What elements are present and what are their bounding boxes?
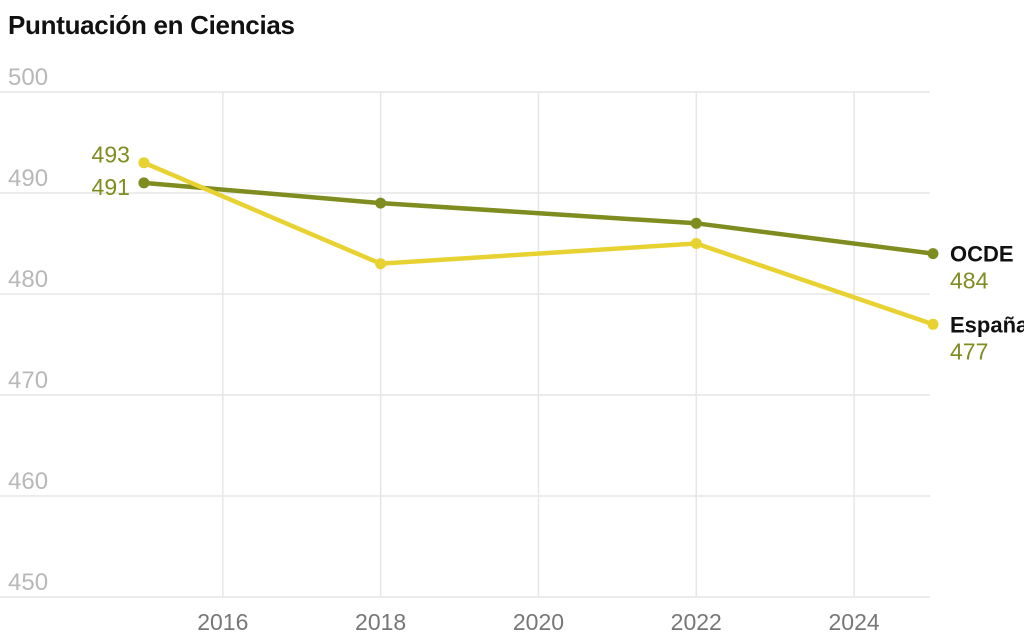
x-tick-label-2020: 2020 — [513, 609, 564, 635]
y-tick-label-450: 450 — [8, 569, 48, 596]
y-tick-label-500: 500 — [8, 64, 48, 91]
series-line-espana — [141, 160, 936, 327]
series-line-ocde — [141, 180, 936, 256]
data-point-espana-2015 — [138, 157, 150, 169]
y-tick-label-480: 480 — [8, 266, 48, 293]
data-point-ocde-2022 — [690, 217, 702, 229]
y-tick-label-490: 490 — [8, 165, 48, 192]
x-tick-label-2022: 2022 — [671, 609, 722, 635]
x-tick-label-2016: 2016 — [197, 609, 248, 635]
data-point-ocde-2025 — [927, 248, 939, 260]
data-point-espana-2018 — [375, 258, 387, 270]
data-point-espana-2025 — [927, 318, 939, 330]
data-point-espana-2022 — [690, 238, 702, 249]
y-tick-label-470: 470 — [8, 367, 48, 394]
end-series-name-espana: España — [950, 312, 1024, 337]
x-axis-ticks: 2016 2018 2020 2022 2024 — [197, 609, 880, 635]
start-value-label-ocde: 491 — [92, 174, 130, 200]
chart-title: Puntuación en Ciencias — [8, 10, 295, 40]
x-tick-label-2024: 2024 — [829, 609, 880, 635]
y-axis-ticks: 500 490 480 470 460 450 — [8, 64, 48, 596]
data-point-ocde-2015 — [138, 177, 150, 189]
x-tick-label-2018: 2018 — [355, 609, 406, 635]
end-value-label-ocde: 484 — [950, 268, 989, 294]
series-lines — [138, 157, 939, 330]
end-series-name-ocde: OCDE — [950, 242, 1014, 267]
data-point-ocde-2018 — [375, 197, 387, 209]
end-value-label-espana: 477 — [950, 338, 988, 364]
start-value-label-espana: 493 — [92, 142, 130, 168]
gridlines — [0, 91, 930, 598]
y-tick-label-460: 460 — [8, 468, 48, 495]
